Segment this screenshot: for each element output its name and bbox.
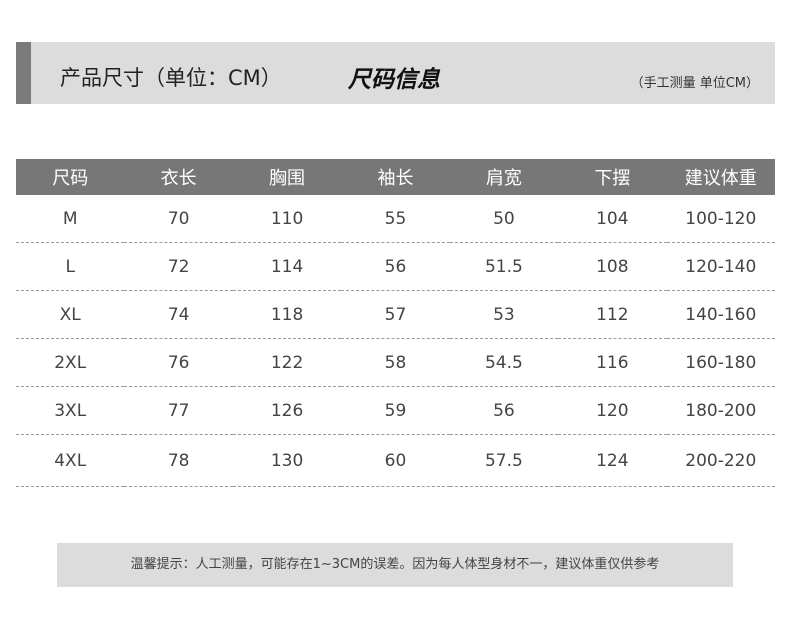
table-cell: 60 [341,434,450,487]
table-cell: 54.5 [449,338,559,387]
table-cell: 56 [449,386,559,435]
table-cell: 56 [341,242,450,291]
table-cell: 76 [124,338,233,387]
table-row: 4XL 78 130 60 57.5 124 200-220 [16,434,775,487]
table-cell: 2XL [16,338,125,387]
table-cell: 51.5 [449,242,559,291]
measurement-note: （手工测量 单位CM） [630,76,759,91]
table-cell: 200-220 [666,434,775,487]
table-cell: 114 [232,242,342,291]
table-cell: 116 [558,338,667,387]
table-cell: 58 [341,338,450,387]
table-cell: 180-200 [666,386,775,435]
table-cell: 160-180 [666,338,775,387]
table-cell: 4XL [16,434,125,487]
unit-label: 产品尺寸（单位：CM） [60,66,282,90]
table-cell: 70 [124,195,233,243]
table-cell: 120-140 [666,242,775,291]
tip-note: 温馨提示：人工测量，可能存在1~3CM的误差。因为每人体型身材不一，建议体重仅供… [57,543,733,587]
accent-bar [16,42,31,104]
table-cell: M [16,195,125,243]
table-cell: 57 [341,290,450,339]
column-header: 衣长 [124,159,233,195]
table-cell: 72 [124,242,233,291]
size-table: 尺码 衣长 胸围 袖长 肩宽 下摆 建议体重 M 70 110 55 50 104 100-120 L 72… [16,159,775,487]
table-cell: 112 [558,290,667,339]
table-cell: 78 [124,434,233,487]
table-cell: L [16,242,125,291]
table-cell: 59 [341,386,450,435]
table-cell: 50 [449,195,559,243]
table-cell: 74 [124,290,233,339]
table-cell: 100-120 [666,195,775,243]
table-cell: 124 [558,434,667,487]
table-row: L 72 114 56 51.5 108 120-140 [16,242,775,291]
table-cell: XL [16,290,125,339]
column-header: 胸围 [232,159,342,195]
table-cell: 130 [232,434,342,487]
page-title: 尺码信息 [348,67,440,93]
table-row: 3XL 77 126 59 56 120 180-200 [16,386,775,435]
column-header: 肩宽 [449,159,559,195]
column-header: 尺码 [16,159,125,195]
table-cell: 120 [558,386,667,435]
title-band: 产品尺寸（单位：CM） 尺码信息 （手工测量 单位CM） [16,42,775,104]
table-cell: 108 [558,242,667,291]
table-row: XL 74 118 57 53 112 140-160 [16,290,775,339]
table-cell: 140-160 [666,290,775,339]
table-row: M 70 110 55 50 104 100-120 [16,195,775,243]
column-header: 下摆 [558,159,667,195]
table-cell: 53 [449,290,559,339]
table-cell: 118 [232,290,342,339]
table-header-row: 尺码 衣长 胸围 袖长 肩宽 下摆 建议体重 [16,159,775,195]
table-cell: 104 [558,195,667,243]
table-cell: 122 [232,338,342,387]
column-header: 袖长 [341,159,450,195]
table-cell: 77 [124,386,233,435]
column-header: 建议体重 [666,159,775,195]
table-cell: 57.5 [449,434,559,487]
table-row: 2XL 76 122 58 54.5 116 160-180 [16,338,775,387]
table-cell: 3XL [16,386,125,435]
table-cell: 110 [232,195,342,243]
table-cell: 55 [341,195,450,243]
table-cell: 126 [232,386,342,435]
